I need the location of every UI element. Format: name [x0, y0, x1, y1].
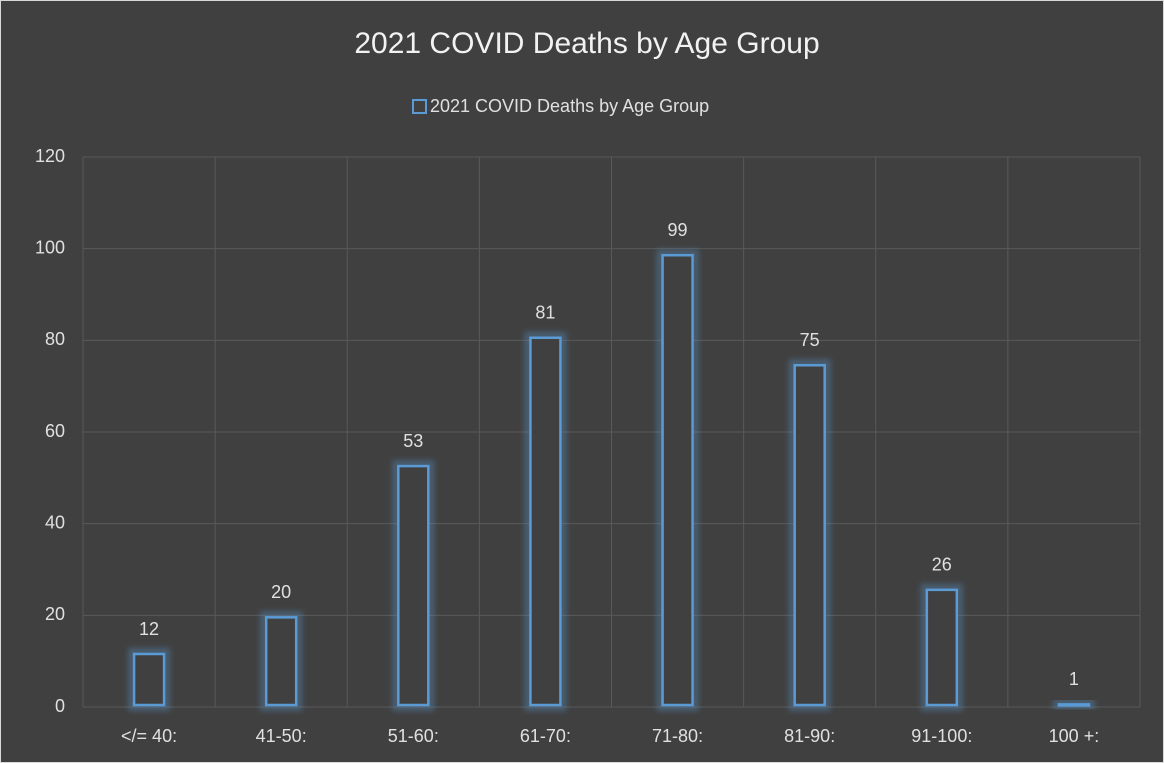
legend-label: 2021 COVID Deaths by Age Group	[430, 96, 709, 116]
data-label: 20	[271, 582, 291, 602]
bar-glow	[260, 611, 303, 711]
bar-glow	[392, 460, 435, 712]
bar-glow	[788, 359, 831, 711]
bar-glow	[524, 331, 567, 711]
data-label: 53	[403, 431, 423, 451]
data-label: 12	[139, 619, 159, 639]
x-tick-label: 91-100:	[911, 726, 972, 746]
x-tick-label: </= 40:	[121, 726, 177, 746]
data-label: 1	[1069, 669, 1079, 689]
bar	[793, 364, 826, 707]
legend-swatch	[412, 99, 427, 114]
bar-glow	[1052, 698, 1095, 712]
x-tick-label: 71-80:	[652, 726, 703, 746]
x-tick-label: 81-90:	[784, 726, 835, 746]
data-label: 81	[535, 303, 555, 323]
bar	[264, 616, 298, 707]
y-tick-label: 20	[45, 604, 65, 624]
y-tick-label: 60	[45, 421, 65, 441]
data-label: 99	[668, 220, 688, 240]
x-tick-label: 41-50:	[256, 726, 307, 746]
bar	[1057, 703, 1091, 707]
y-tick-label: 100	[35, 237, 65, 257]
y-tick-label: 0	[55, 696, 65, 716]
data-label: 26	[932, 555, 952, 575]
x-tick-label: 61-70:	[520, 726, 571, 746]
bar	[397, 464, 430, 707]
chart-title: 2021 COVID Deaths by Age Group	[354, 27, 819, 60]
bar	[132, 652, 166, 707]
bar-glow	[128, 648, 171, 711]
x-tick-label: 51-60:	[388, 726, 439, 746]
x-tick-label: 100 +:	[1049, 726, 1100, 746]
y-tick-label: 80	[45, 329, 65, 349]
bar-glow	[656, 249, 699, 711]
bar	[925, 588, 959, 707]
bar-glow	[920, 583, 963, 711]
bar	[661, 254, 694, 707]
y-tick-label: 120	[35, 146, 65, 166]
y-tick-label: 40	[45, 512, 65, 532]
data-label: 75	[800, 330, 820, 350]
bar	[529, 336, 562, 707]
